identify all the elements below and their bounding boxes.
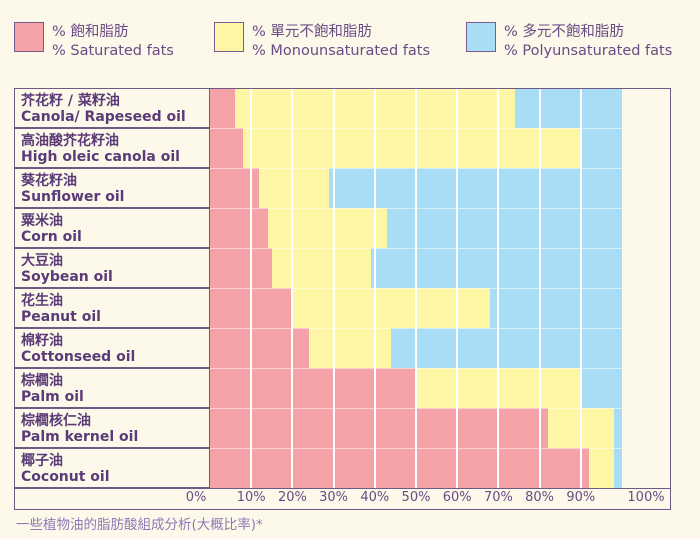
category-label-en: Canola/ Rapeseed oil [21,109,186,125]
bar-segment-monounsaturated [259,168,329,208]
category-label-en: Soybean oil [21,269,113,285]
row-separator [210,288,622,289]
row-separator [210,208,622,209]
category-label-en: Coconut oil [21,469,110,485]
bar-segment-saturated [210,368,416,408]
bar-segment-monounsaturated [243,128,581,168]
bar-segment-polyunsaturated [387,208,622,248]
category-label-zh: 大豆油 [21,253,63,269]
legend-swatch-polyunsaturated [466,22,496,52]
category-label-zh: 棕櫚核仁油 [21,413,91,429]
chart-caption: 一些植物油的脂肪酸組成分析(大概比率)* [16,517,263,533]
category-label-zh: 高油酸芥花籽油 [21,133,119,149]
legend-label-en: % Saturated fats [52,43,174,59]
x-axis-line [14,488,671,489]
bar-segment-saturated [210,208,268,248]
x-tick-label: 80% [525,490,555,505]
category-label-zh: 芥花籽 / 菜籽油 [21,93,120,109]
row-separator [210,328,622,329]
category-label-zh: 棉籽油 [21,333,63,349]
bar-segment-polyunsaturated [614,408,622,448]
legend-label-zh: % 單元不飽和脂肪 [252,24,372,40]
x-tick-label: 20% [277,490,307,505]
bar-segment-saturated [210,408,548,448]
category-label: 花生油 Peanut oil [14,288,210,328]
category-label: 棕櫚油 Palm oil [14,368,210,408]
x-tick-label: 40% [360,490,390,505]
row-separator [210,128,622,129]
category-label: 高油酸芥花籽油 High oleic canola oil [14,128,210,168]
x-tick-label: 100% [627,490,665,505]
category-label-en: Sunflower oil [21,189,125,205]
bar-segment-monounsaturated [292,288,490,328]
bar-segment-saturated [210,328,309,368]
category-label: 棉籽油 Cottonseed oil [14,328,210,368]
bar-segment-polyunsaturated [581,368,622,408]
bar-segment-monounsaturated [309,328,391,368]
legend-swatch-saturated [14,22,44,52]
bar-segment-saturated [210,248,272,288]
bar-segment-monounsaturated [272,248,371,288]
category-label: 葵花籽油 Sunflower oil [14,168,210,208]
category-label: 椰子油 Coconut oil [14,448,210,488]
bar-segment-monounsaturated [268,208,387,248]
bar-segment-polyunsaturated [329,168,622,208]
category-label-zh: 粟米油 [21,213,63,229]
row-separator [210,408,622,409]
category-label-en: Palm oil [21,389,84,405]
bar-segment-polyunsaturated [581,128,622,168]
category-label: 粟米油 Corn oil [14,208,210,248]
legend-label-en: % Polyunsaturated fats [504,43,673,59]
category-label-en: Corn oil [21,229,82,245]
category-label: 芥花籽 / 菜籽油 Canola/ Rapeseed oil [14,88,210,128]
category-label-en: High oleic canola oil [21,149,180,165]
legend-label-zh: % 多元不飽和脂肪 [504,24,624,40]
category-label: 大豆油 Soybean oil [14,248,210,288]
row-separator [210,248,622,249]
bar-segment-polyunsaturated [391,328,622,368]
x-tick-label: 90% [566,490,596,505]
x-tick-label: 0% [185,490,207,505]
row-separator [210,168,622,169]
bar-segment-monounsaturated [589,448,614,488]
category-label-zh: 花生油 [21,293,63,309]
bar-segment-polyunsaturated [490,288,622,328]
bar-segment-saturated [210,88,235,128]
x-tick-label: 60% [442,490,472,505]
legend-swatch-monounsaturated [214,22,244,52]
bar-segment-polyunsaturated [614,448,622,488]
category-label-en: Peanut oil [21,309,101,325]
bar-segment-saturated [210,448,589,488]
legend-label-zh: % 飽和脂肪 [52,24,129,40]
category-label-zh: 葵花籽油 [21,173,77,189]
category-label-zh: 棕櫚油 [21,373,63,389]
category-label-en: Palm kernel oil [21,429,139,445]
row-separator [210,448,622,449]
x-tick-label: 50% [401,490,431,505]
legend-label-en: % Monounsaturated fats [252,43,431,59]
x-tick-label: 70% [483,490,513,505]
category-label: 棕櫚核仁油 Palm kernel oil [14,408,210,448]
bar-segment-saturated [210,128,243,168]
bar-segment-polyunsaturated [515,88,622,128]
category-label-en: Cottonseed oil [21,349,136,365]
x-tick-label: 10% [236,490,266,505]
category-label-zh: 椰子油 [21,453,63,469]
x-tick-label: 30% [319,490,349,505]
row-separator [210,368,622,369]
